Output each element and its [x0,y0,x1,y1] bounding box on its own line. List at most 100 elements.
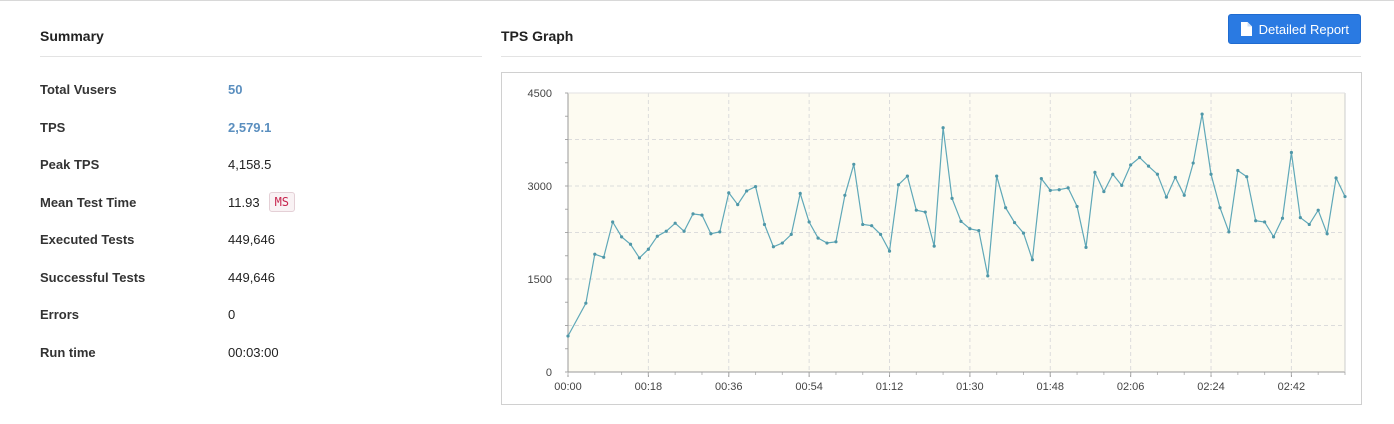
tps-data-point [602,255,606,259]
tps-data-point [1325,232,1329,236]
stat-label: TPS [40,119,66,135]
tps-data-point [1146,164,1151,168]
x-tick-label: 01:12 [876,381,904,393]
tps-data-point [1066,186,1070,190]
stat-value-executed-tests: 449,646 [228,232,275,247]
tps-data-point [1334,176,1338,180]
tps-data-point [655,234,659,238]
tps-chart: 0 1500 3000 4500 00:00 00:18 00:36 00:54 01:12 01… [501,72,1362,405]
tps-data-point [611,220,615,224]
tps-data-point [1102,189,1106,194]
tps-data-point [1039,176,1043,181]
tps-data-point [986,274,990,278]
tps-data-point [1111,172,1115,176]
tps-data-point [745,189,749,193]
tps-data-point [1120,183,1124,187]
unit-badge: MS [268,191,296,212]
tps-data-point [1316,208,1320,212]
tps-data-point [691,212,695,216]
stat-label: Peak TPS [40,157,100,172]
stat-label: Executed Tests [40,232,135,247]
stat-value-mean-test-time: 11.93 MS [228,186,296,220]
stat-value-successful-tests: 449,646 [228,269,275,285]
x-tick-label: 01:48 [1037,381,1065,393]
tps-data-point [896,183,901,187]
y-tick-label: 3000 [528,181,552,193]
stat-row-successful-tests: Successful Tests 449,646 [40,261,482,299]
tps-data-point [870,224,874,228]
tps-data-point [1209,172,1213,176]
stat-label: Errors [40,307,80,322]
tps-data-point [593,252,597,256]
x-tick-label: 02:24 [1197,381,1225,393]
mean-test-time-number: 11.93 [228,194,260,210]
tps-data-point [727,191,731,195]
tps-data-point [619,235,624,239]
tps-data-point [1048,188,1052,192]
stat-value-tps: 2,579.1 [228,119,272,135]
summary-title: Summary [40,28,104,44]
summary-stats: Total Vusers 50 TPS 2,579.1 Peak TPS 4,1… [40,73,482,373]
x-tick-label: 00:00 [554,381,582,393]
detailed-report-button[interactable]: Detailed Report [1227,14,1361,44]
tps-data-point [914,208,918,212]
tps-data-point [718,230,722,234]
stat-row-mean-test-time: Mean Test Time 11.93 MS [40,186,482,224]
x-tick-label: 02:42 [1278,381,1306,393]
tps-data-point [950,196,954,200]
x-tick-label: 00:18 [635,381,663,393]
graph-title: TPS Graph [501,28,574,44]
tps-data-point [959,219,963,223]
stat-label: Run time [40,344,96,360]
stat-row-peak-tps: Peak TPS 4,158.5 [40,148,482,186]
tps-data-point [798,191,802,196]
stat-value-peak-tps: 4,158.5 [228,157,272,172]
tps-data-point [825,241,829,245]
tps-data-point [1280,216,1285,220]
stat-label: Successful Tests [40,269,146,285]
tps-data-point [780,241,784,245]
stat-row-executed-tests: Executed Tests 449,646 [40,223,482,261]
tps-data-point [807,220,811,224]
tps-data-point [1289,150,1294,155]
stat-row-run-time: Run time 00:03:00 [40,336,482,374]
stat-value-total-vusers: 50 [228,82,243,97]
stat-row-tps: TPS 2,579.1 [40,111,482,149]
tps-data-point [834,240,838,244]
graph-header: TPS Graph Detailed Report [501,14,1361,56]
tps-data-point [1012,220,1017,225]
stat-row-total-vusers: Total Vusers 50 [40,73,482,111]
tps-data-point [1200,112,1204,116]
tps-data-point [977,229,981,233]
tps-data-point [1057,188,1061,192]
y-tick-label: 4500 [528,88,552,100]
tps-data-point [753,185,758,189]
tps-data-point [1173,175,1177,179]
tps-data-point [1343,194,1347,199]
tps-data-point [968,227,972,231]
tps-graph-panel: TPS Graph Detailed Report 0 1500 3000 4500 0… [501,14,1362,405]
tps-data-point [1218,206,1222,210]
tps-data-point [771,245,776,249]
tps-data-point [1307,222,1311,227]
tps-data-point [1236,168,1240,173]
tps-data-point [905,174,909,178]
tps-data-point [1030,258,1035,262]
tps-data-point [1021,231,1026,235]
tps-data-point [1075,204,1079,209]
stat-label: Mean Test Time [40,194,137,210]
detailed-report-label: Detailed Report [1258,21,1349,37]
tps-data-point [646,247,650,251]
tps-data-point [1084,245,1088,249]
tps-data-point [1004,206,1008,210]
tps-data-point [941,126,945,130]
tps-data-point [1263,220,1267,224]
x-tick-label: 00:36 [715,381,743,393]
tps-data-point [789,232,793,236]
tps-data-point [932,244,936,248]
summary-divider [40,56,482,57]
stat-row-errors: Errors 0 [40,298,482,336]
tps-data-point [1093,170,1097,174]
y-tick-label: 1500 [528,274,552,286]
tps-data-point [887,249,892,253]
